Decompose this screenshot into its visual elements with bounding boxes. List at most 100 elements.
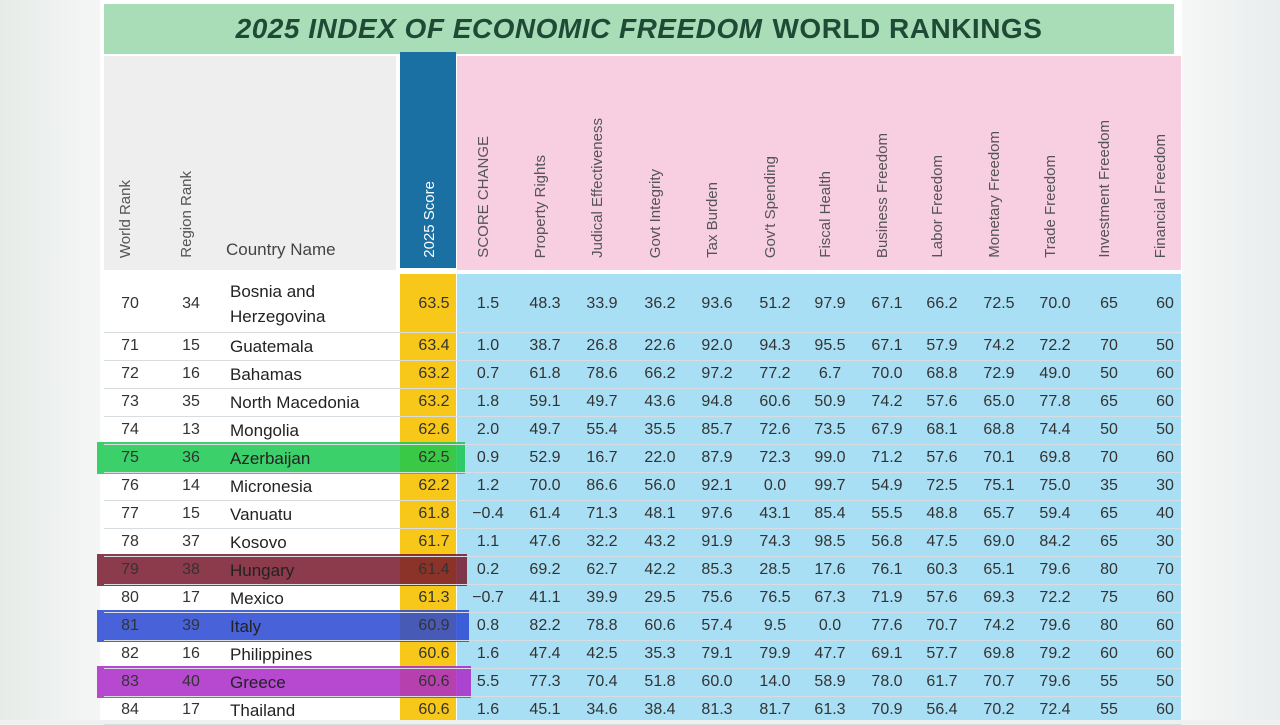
indicator-value-cell: 76.1 — [871, 561, 903, 578]
indicator-value-cell: 74.3 — [759, 533, 791, 550]
indicator-value-cell: 65 — [1100, 393, 1118, 410]
indicator-value-cell: 79.6 — [1039, 617, 1071, 634]
indicator-value-cell: 61.3 — [814, 701, 846, 718]
indicator-value-cell: 75.6 — [701, 589, 733, 606]
indicator-value-cell: 92.0 — [701, 337, 733, 354]
country-name-cell: Guatemala — [230, 337, 314, 356]
region-rank-cell: 15 — [182, 337, 200, 354]
indicator-value-cell: 47.5 — [926, 533, 958, 550]
indicator-value-cell: 69.1 — [871, 645, 903, 662]
indicator-value-cell: 30 — [1156, 477, 1174, 494]
indicator-value-cell: 22.6 — [644, 337, 676, 354]
indicator-value-cell: 65 — [1100, 295, 1118, 312]
indicator-value-cell: 70.0 — [871, 365, 903, 382]
indicator-value-cell: 1.6 — [476, 701, 500, 718]
indicator-value-cell: 5.5 — [476, 673, 500, 690]
indicator-value-cell: 60.6 — [644, 617, 676, 634]
country-name-cell: Philippines — [230, 645, 313, 664]
table-row: 75 36 Azerbaijan 62.5 0.9 52.9 16.7 22.0 87.9 72.… — [104, 444, 1181, 473]
indicator-value-cell: 9.5 — [763, 617, 787, 634]
table-row: 73 35 North Macedonia 63.2 1.8 59.1 49.7 43.6 94… — [104, 388, 1181, 417]
table-row: 71 15 Guatemala 63.4 1.0 38.7 26.8 22.6 92.0 94.3… — [104, 332, 1181, 361]
world-rank-cell: 71 — [121, 337, 139, 354]
world-rank-cell: 83 — [121, 673, 139, 690]
world-rank-cell: 80 — [121, 589, 139, 606]
indicator-value-cell: 60 — [1156, 365, 1174, 382]
indicator-value-cell: 65.1 — [983, 561, 1015, 578]
indicator-value-cell: 69.2 — [529, 561, 561, 578]
indicator-value-cell: 81.7 — [759, 701, 791, 718]
indicator-value-cell: 67.1 — [871, 337, 903, 354]
indicator-value-cell: 77.6 — [871, 617, 903, 634]
indicator-value-cell: 49.7 — [529, 421, 561, 438]
indicator-value-cell: 61.7 — [926, 673, 958, 690]
indicator-value-cell: 76.5 — [759, 589, 791, 606]
indicator-value-cell: 0.0 — [818, 617, 842, 634]
indicator-value-cell: 72.4 — [1039, 701, 1071, 718]
indicator-header-tax-burden: Tax Burden — [704, 182, 721, 258]
indicator-value-cell: 69.8 — [1039, 449, 1071, 466]
indicator-value-cell: 94.8 — [701, 393, 733, 410]
indicator-value-cell: 70.4 — [586, 673, 618, 690]
indicator-value-cell: 67.3 — [814, 589, 846, 606]
indicator-value-cell: 85.7 — [701, 421, 733, 438]
world-rank-cell: 76 — [121, 477, 139, 494]
rankings-table: 2025 INDEX OF ECONOMIC FREEDOM WORLD RAN… — [97, 0, 1182, 725]
indicator-value-cell: 1.5 — [476, 295, 500, 312]
indicator-value-cell: 40 — [1156, 505, 1174, 522]
indicator-value-cell: 47.4 — [529, 645, 561, 662]
indicator-value-cell: 49.7 — [586, 393, 618, 410]
region-rank-cell: 34 — [182, 295, 200, 312]
country-name-cell: Mexico — [230, 589, 284, 608]
indicator-value-cell: 77.3 — [529, 673, 561, 690]
world-rank-cell: 78 — [121, 533, 139, 550]
indicator-value-cell: 48.3 — [529, 295, 561, 312]
indicator-value-cell: 1.8 — [476, 393, 500, 410]
title-italic: 2025 INDEX OF ECONOMIC FREEDOM — [235, 13, 763, 44]
indicator-value-cell: 70.7 — [926, 617, 958, 634]
region-rank-cell: 38 — [182, 561, 200, 578]
indicator-value-cell: 70.2 — [983, 701, 1015, 718]
indicator-value-cell: 0.2 — [476, 561, 500, 578]
indicator-value-cell: 50 — [1156, 421, 1174, 438]
region-rank-cell: 35 — [182, 393, 200, 410]
indicator-value-cell: 54.9 — [871, 477, 903, 494]
indicator-value-cell: 1.2 — [476, 477, 500, 494]
header-score-bg — [400, 52, 456, 268]
indicator-value-cell: 39.9 — [586, 589, 618, 606]
indicator-value-cell: 68.1 — [926, 421, 958, 438]
table-row: 80 17 Mexico 61.3 −0.7 41.1 39.9 29.5 75.6 76.5 67… — [104, 584, 1181, 613]
score-cell: 61.3 — [418, 589, 450, 606]
indicator-value-cell: 85.3 — [701, 561, 733, 578]
indicator-value-cell: 84.2 — [1039, 533, 1071, 550]
indicator-value-cell: 69.3 — [983, 589, 1015, 606]
indicator-value-cell: −0.7 — [472, 589, 504, 606]
indicator-header-monetary-freedom: Monetary Freedom — [986, 131, 1003, 258]
world-rank-cell: 82 — [121, 645, 139, 662]
indicator-value-cell: 99.7 — [814, 477, 846, 494]
indicator-value-cell: 87.9 — [701, 449, 733, 466]
indicator-value-cell: 35.5 — [644, 421, 676, 438]
indicator-value-cell: 71.2 — [871, 449, 903, 466]
indicator-value-cell: 56.4 — [926, 701, 958, 718]
score-cell: 60.6 — [418, 701, 450, 718]
indicator-value-cell: 67.1 — [871, 295, 903, 312]
indicator-value-cell: 77.2 — [759, 365, 791, 382]
indicator-value-cell: 60 — [1156, 295, 1174, 312]
region-rank-cell: 13 — [182, 421, 200, 438]
indicator-value-cell: 47.6 — [529, 533, 561, 550]
indicator-value-cell: 33.9 — [586, 295, 618, 312]
indicator-header-gov-t-spending: Gov't Spending — [762, 155, 779, 258]
indicator-value-cell: 60 — [1156, 645, 1174, 662]
indicator-value-cell: 70.1 — [983, 449, 1015, 466]
indicator-value-cell: 29.5 — [644, 589, 676, 606]
indicator-value-cell: 70.9 — [871, 701, 903, 718]
score-cell: 62.6 — [418, 421, 450, 438]
title-rest: WORLD RANKINGS — [772, 13, 1043, 44]
country-name-cell-line2: Herzegovina — [230, 307, 326, 326]
indicator-value-cell: 72.9 — [983, 365, 1015, 382]
table-row: 83 40 Greece 60.6 5.5 77.3 70.4 51.8 60.0 14.0 58.… — [104, 668, 1181, 697]
indicator-value-cell: 38.7 — [529, 337, 561, 354]
indicator-value-cell: 78.6 — [586, 365, 618, 382]
indicator-value-cell: 72.6 — [759, 421, 791, 438]
